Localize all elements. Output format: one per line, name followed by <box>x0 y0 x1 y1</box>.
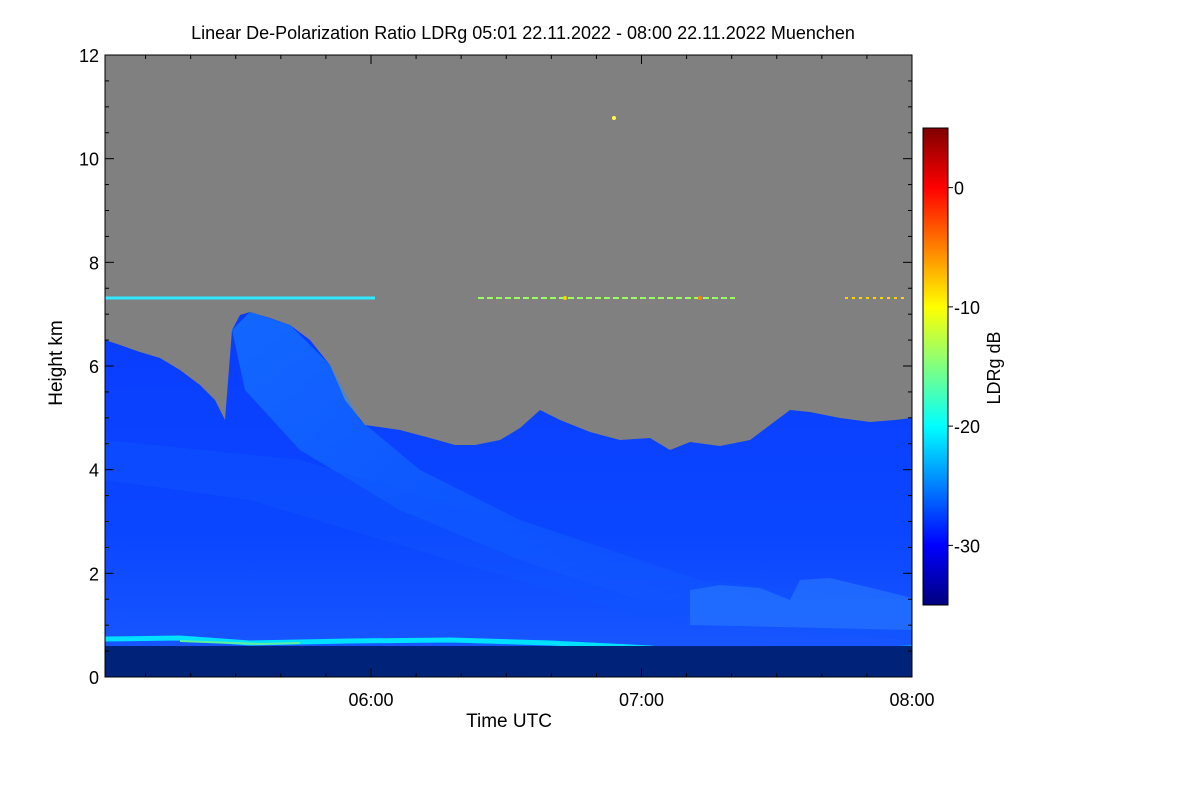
y-tick-label: 12 <box>79 46 99 66</box>
y-tick-label: 6 <box>89 357 99 377</box>
fall-streak <box>232 312 760 600</box>
x-axis-label: Time UTC <box>466 711 552 732</box>
colorbar-tick-label: -10 <box>954 298 980 318</box>
y-tick-label: 2 <box>89 564 99 584</box>
low-cloud <box>690 578 912 630</box>
chart-title: Linear De-Polarization Ratio LDRg 05:01 … <box>191 23 855 43</box>
x-tick-label: 06:00 <box>348 690 393 710</box>
y-axis-label: Height km <box>46 320 67 406</box>
isolated-echo <box>612 116 616 120</box>
colorbar-tick-label: -20 <box>954 417 980 437</box>
thin-cloud-orange-dot <box>698 296 702 300</box>
plot-area <box>105 55 912 677</box>
y-tick-label: 10 <box>79 150 99 170</box>
y-tick-label: 0 <box>89 668 99 688</box>
colorbar <box>922 127 949 606</box>
y-tick-label: 8 <box>89 253 99 273</box>
x-axis: 06:00 07:00 08:00 <box>145 55 935 710</box>
surface-layer-edge <box>105 646 912 677</box>
colorbar-tick-label: 0 <box>954 179 964 199</box>
colorbar-label: LDRg dB <box>984 331 1004 404</box>
colorbar-axis: 0 -10 -20 -30 <box>948 179 980 556</box>
thin-cloud-orange-dot <box>563 296 567 300</box>
y-tick-label: 4 <box>89 461 99 481</box>
y-axis: 0 2 4 6 8 10 12 <box>79 46 912 688</box>
colorbar-tick-label: -30 <box>954 536 980 556</box>
x-tick-label: 07:00 <box>619 690 664 710</box>
x-tick-label: 08:00 <box>889 690 934 710</box>
